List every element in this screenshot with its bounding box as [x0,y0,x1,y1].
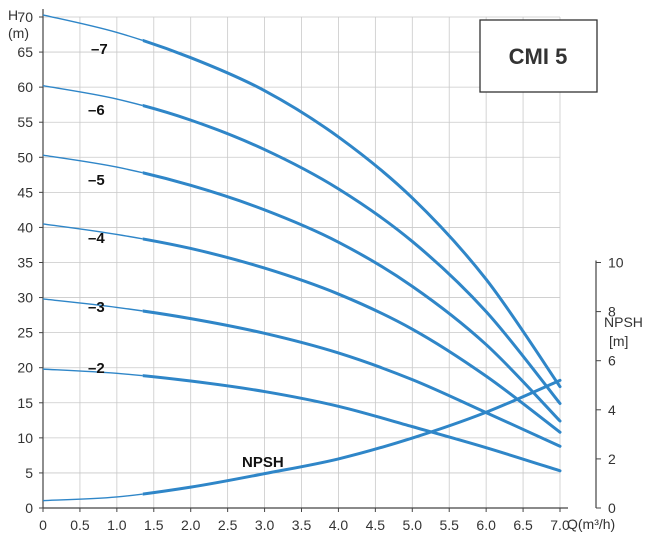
y-tick-label: 25 [17,325,33,341]
label-curve-4: –4 [88,230,105,247]
y-tick-label: 65 [17,44,33,60]
label-curve-6: –6 [88,102,105,119]
curve-4-low-flow [42,223,143,240]
x-tick-label: 7.0 [550,517,570,533]
y2-tick-label: 8 [608,304,616,320]
x-tick-label: 0 [39,517,47,533]
y-tick-label: 5 [25,465,33,481]
label-curve-3: –3 [88,299,105,316]
y2-tick-label: 0 [608,500,616,516]
y-tick-label: 40 [17,219,33,235]
x-tick-label: 2.5 [218,517,238,533]
x-tick-label: 4.0 [329,517,349,533]
curve-7-low-flow [42,14,143,42]
y2-axis-title: NPSH [604,314,643,330]
curves [42,14,562,502]
curve-npsh-low-flow [42,493,143,502]
y2-tick-label: 2 [608,451,616,467]
curve-4-line [142,237,562,434]
x-tick-label: 6.0 [476,517,496,533]
label-curve-2: –2 [88,360,105,377]
curve-5-low-flow [42,154,143,174]
y-tick-label: 20 [17,360,33,376]
x-axis-title: Q(m³/h) [567,516,615,532]
y-tick-label: 35 [17,255,33,271]
curve-7-line [142,38,562,389]
label-curve-5: –5 [88,172,105,189]
label-curve-7: –7 [91,41,108,58]
axes [39,9,601,512]
x-tick-label: 5.5 [439,517,459,533]
y-tick-label: 10 [17,430,33,446]
y-tick-label: 0 [25,500,33,516]
curve-npsh-line [142,378,562,496]
y-tick-label: 15 [17,395,33,411]
x-tick-label: 3.5 [292,517,312,533]
x-tick-label: 2.0 [181,517,201,533]
x-tick-label: 1.5 [144,517,164,533]
curve-5-line [142,171,562,423]
y2-tick-label: 6 [608,353,616,369]
x-tick-label: 3.0 [255,517,275,533]
x-tick-label: 1.0 [107,517,127,533]
y-tick-label: 50 [17,149,33,165]
y-axis-title: H [8,7,18,23]
curve-6-line [142,103,562,405]
y-tick-label: 55 [17,114,33,130]
y2-tick-label: 10 [608,255,624,271]
tick-labels: 0 0.5 1.0 1.5 2.0 2.5 3.0 3.5 4.0 4.5 5.0 5.5 6.0 6.5… [17,9,623,533]
y-axis-unit: (m) [8,25,29,41]
label-npsh: NPSH [242,454,284,471]
x-tick-label: 5.0 [403,517,423,533]
x-tick-label: 4.5 [366,517,386,533]
chart-title: CMI 5 [509,44,568,69]
curve-2-line [142,374,562,473]
curve-6-low-flow [42,85,143,107]
y-tick-label: 60 [17,79,33,95]
y-tick-label: 30 [17,290,33,306]
y-tick-label: 70 [17,9,33,25]
title-badge: CMI 5 [479,19,598,93]
y2-axis-unit: [m] [609,333,628,349]
x-tick-label: 6.5 [513,517,533,533]
curve-2-low-flow [42,368,143,377]
y-tick-label: 45 [17,184,33,200]
y2-tick-label: 4 [608,402,616,418]
x-tick-label: 0.5 [70,517,90,533]
curve-3-low-flow [42,298,143,312]
